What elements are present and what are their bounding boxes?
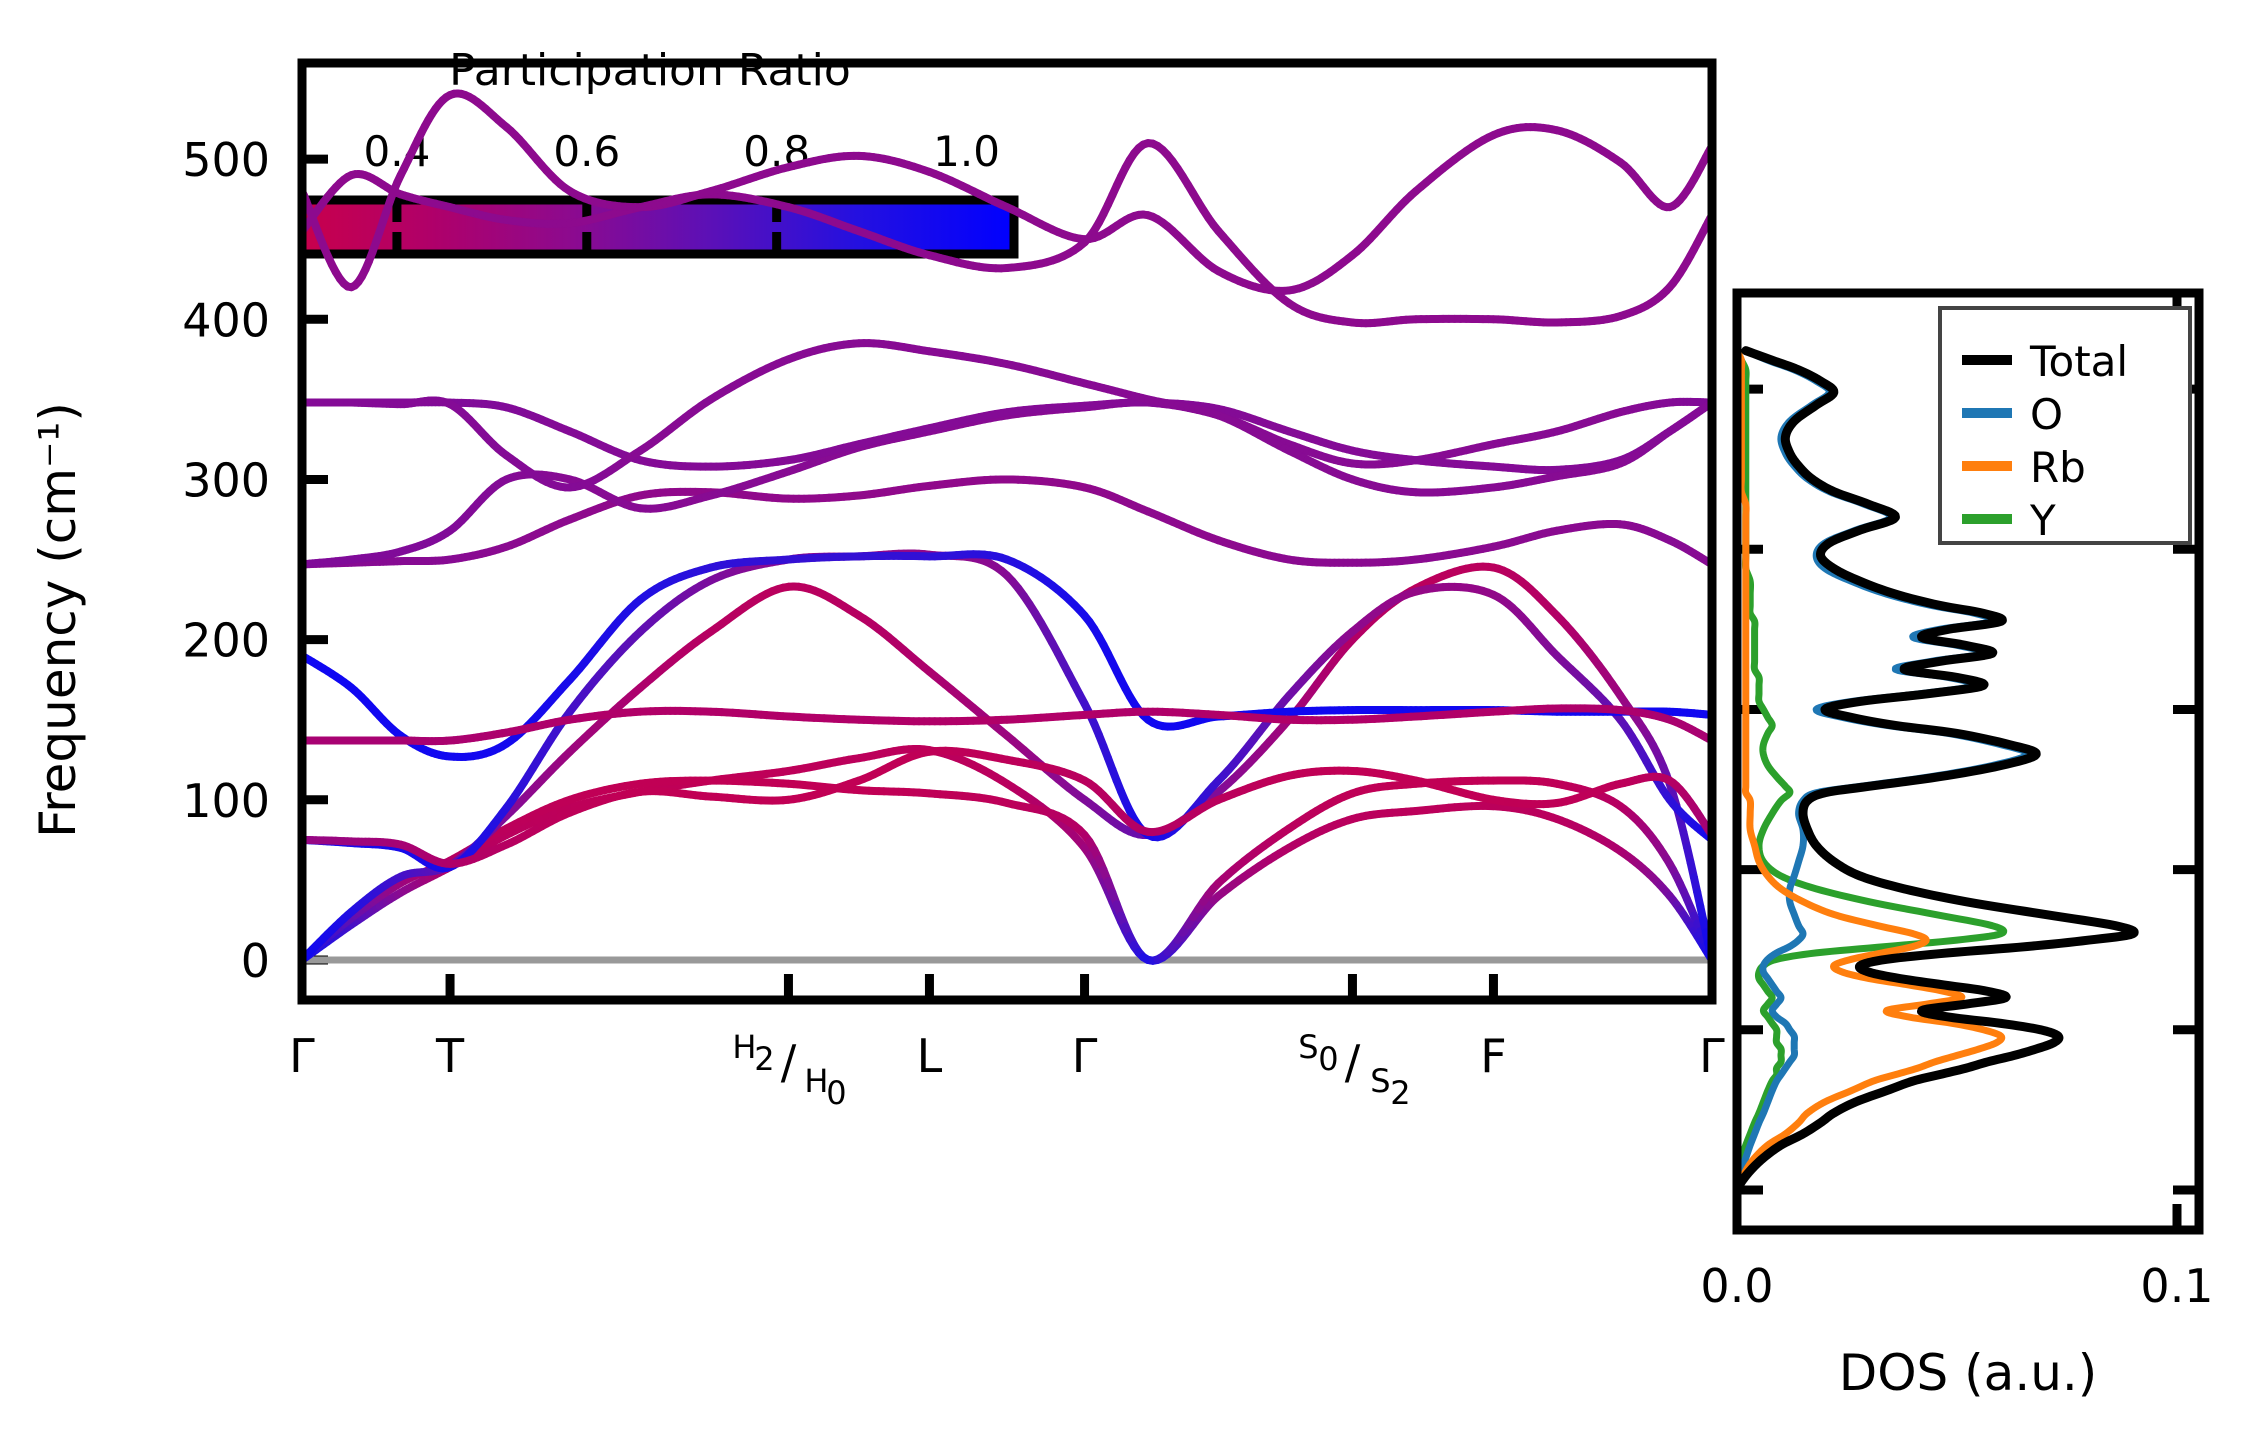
colorbar-tick-0.6: 0.6 <box>553 127 620 176</box>
band-x-tick-label: Γ <box>1699 1029 1725 1083</box>
band-x-tick-label: Γ <box>289 1029 315 1083</box>
dos-curve-rb <box>1737 347 2006 1194</box>
dos-plot-frame <box>1732 288 2204 1235</box>
dos-panel: 0.0 0.1 Total O Rb Y DOS (a.u.) <box>1700 230 2263 1455</box>
band-x-tick-label-fraction: H2/H0 <box>732 1028 846 1112</box>
legend-box <box>1938 306 2192 545</box>
dos-x-axis-label: DOS (a.u.) <box>1839 1344 2098 1402</box>
svg-text:S: S <box>1298 1028 1318 1066</box>
svg-text:2: 2 <box>1390 1074 1410 1112</box>
band-y-tick-0: 0 <box>241 934 270 988</box>
svg-text:H: H <box>732 1028 756 1066</box>
band-y-axis-label: Frequency (cm⁻¹) <box>29 402 87 838</box>
band-y-ticks: 0 100 200 300 400 500 <box>182 133 328 988</box>
band-y-tick-500: 500 <box>182 133 270 187</box>
band-x-tick-label: Γ <box>1072 1029 1098 1083</box>
legend-label-o: O <box>2030 390 2063 439</box>
band-plot-frame <box>297 58 1717 1005</box>
svg-text:S: S <box>1370 1062 1390 1100</box>
dos-x-tick-0.0: 0.0 <box>1700 1259 1773 1313</box>
band-y-tick-100: 100 <box>182 774 270 828</box>
legend-label-y: Y <box>2029 496 2056 545</box>
band-y-tick-200: 200 <box>182 614 270 668</box>
band-x-tick-label: F <box>1480 1029 1506 1083</box>
dos-curves <box>1737 346 2139 1195</box>
band-x-tick-label: T <box>435 1029 465 1083</box>
colorbar-tick-marks <box>392 200 782 254</box>
band-x-tick-label-fraction: S 0/S 2 <box>1298 1028 1410 1112</box>
svg-text:2: 2 <box>754 1040 774 1078</box>
band-structure-panel: Frequency (cm⁻¹) 0 100 200 300 400 500 Γ T H 2/H… <box>29 58 1725 1112</box>
svg-text:0: 0 <box>1318 1040 1338 1078</box>
svg-text:H: H <box>804 1062 828 1100</box>
dos-x-tick-0.1: 0.1 <box>2140 1259 2213 1313</box>
svg-text:/: / <box>781 1035 797 1089</box>
band-x-tick-label: L <box>917 1029 943 1083</box>
colorbar-tick-1.0: 1.0 <box>933 127 1000 176</box>
colorbar-title: Participation Ratio <box>449 45 851 96</box>
legend-label-total: Total <box>2029 337 2128 386</box>
dos-curve-total <box>1737 346 2139 1195</box>
band-y-tick-400: 400 <box>182 293 270 347</box>
legend-label-rb: Rb <box>2030 443 2086 492</box>
svg-text:0: 0 <box>826 1074 846 1112</box>
svg-text:/: / <box>1345 1035 1361 1089</box>
phonon-band-curves <box>302 89 1712 965</box>
band-x-ticks: Γ T H2/H0L Γ S 0/S 2F Γ <box>289 974 1725 1112</box>
band-y-tick-300: 300 <box>182 453 270 507</box>
